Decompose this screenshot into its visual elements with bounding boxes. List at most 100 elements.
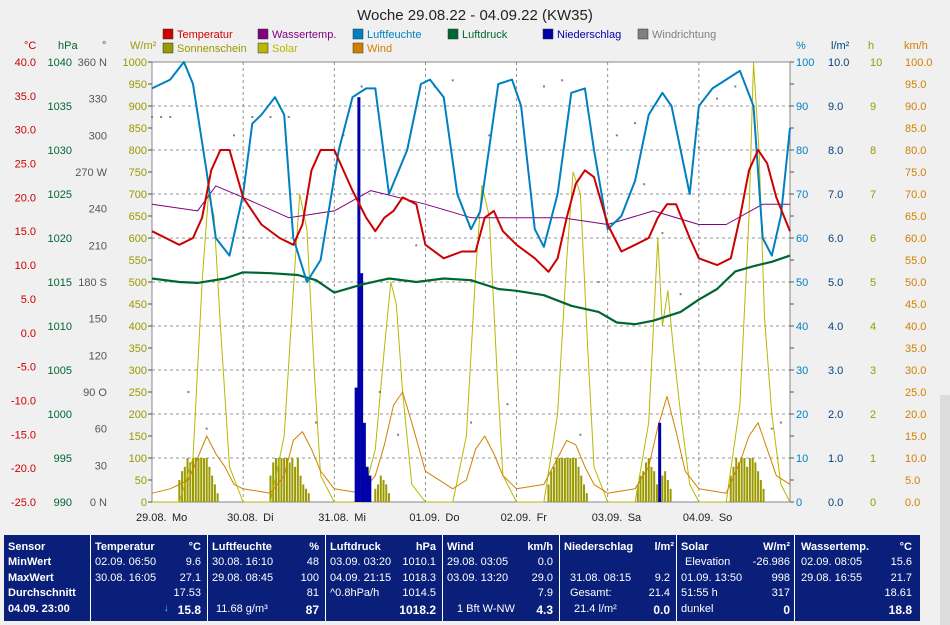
x-date-label: 04.09. [683,512,714,524]
sonnenschein-bar [743,458,746,502]
sonnenschein-bar [552,466,555,502]
axis-unit-label: % [796,40,806,52]
axis-tick-label: 400 [129,321,147,333]
sonnenschein-bar [585,493,588,502]
sonnenschein-bar [387,493,390,502]
axis-tick-label: -10.0 [11,395,36,407]
axis-tick-label: 3 [870,365,876,377]
water-temp-min-value: 15.6 [890,556,912,568]
axis-unit-label: hPa [58,40,78,52]
sonnenschein-bar [757,471,760,502]
humidity-max-time: 29.08. 08:45 [212,572,274,584]
axis-tick-label: 50 [135,475,147,487]
sonnenschein-bar [572,458,575,502]
axis-tick-label: 30 [95,460,107,472]
sonnenschein-bar [194,458,197,502]
sonnenschein-bar [200,458,203,502]
solar-unit: W/m² [763,541,790,553]
sonnenschein-bar [274,458,277,502]
axis-tick-label: 0.0 [21,328,36,340]
axis-tick-label: 1025 [48,189,72,201]
axis-tick-label: 450 [129,299,147,311]
sonnenschein-bar [735,458,738,502]
axis-tick-label: 1005 [48,365,72,377]
temperature-average: 17.53 [173,587,201,599]
axis-tick-label: 50.0 [905,277,926,289]
sonnenschein-bar [192,458,195,502]
windrichtung-point [679,293,682,296]
axis-tick-label: 180 S [78,277,107,289]
axis-tick-label: 1000 [48,409,72,421]
humidity-header: Luftfeuchte [212,541,272,553]
axis-tick-label: 0 [870,497,876,509]
vertical-scrollbar[interactable] [940,395,950,625]
column-divider [207,535,208,621]
axis-tick-label: 60 [796,233,808,245]
axis-tick-label: 300 [129,365,147,377]
axis-tick-label: 120 [89,350,107,362]
windrichtung-point [542,85,545,88]
axis-tick-label: -15.0 [11,429,36,441]
legend-swatch [352,28,364,40]
axis-tick-label: 350 [129,343,147,355]
sonnenschein-bar [208,466,211,502]
sonnenschein-bar [307,493,310,502]
temperature-column: Temperatur °C 02.09. 06:50 9.6 30.08. 16… [91,535,207,621]
sonnenschein-bar [296,458,299,502]
sonnenschein-bar [181,471,184,502]
sonnenschein-bar [211,475,214,502]
sonnenschein-bar [550,471,553,502]
legend-label: Temperatur [177,29,233,41]
sonnenschein-bar [636,484,639,502]
sonnenschein-bar [294,466,297,502]
axis-tick-label: 6.0 [828,233,843,245]
axis-tick-label: -25.0 [11,497,36,509]
axis-tick-label: 45.0 [905,299,926,311]
x-date-label: 02.09. [501,512,532,524]
rain-rate: 21.4 l/m² [574,603,617,615]
sonnenschein-bar [302,484,305,502]
pressure-min-value: 1010.1 [402,556,436,568]
solar-current: 0 [783,603,790,617]
axis-tick-label: 75.0 [905,167,926,179]
axis-tick-label: 10 [796,453,808,465]
x-date-label: 03.09. [592,512,623,524]
axis-tick-label: 90.0 [905,101,926,113]
axis-tick-label: 1035 [48,101,72,113]
sonnenschein-bar [583,484,586,502]
axis-tick-label: 4 [870,321,876,333]
column-divider [676,535,677,621]
niederschlag-bar [354,387,358,502]
wind-min-time: 29.08. 03:05 [447,556,509,568]
windrichtung-point [415,244,418,247]
wind-min-value: 0.0 [537,556,553,568]
x-date-label: 01.09. [409,512,440,524]
sonnenschein-bar [666,480,669,502]
solar-state: dunkel [681,603,714,615]
legend-label: Luftfeuchte [367,29,421,41]
axis-tick-label: 9.0 [828,101,843,113]
luftdruck-line [151,254,791,326]
axis-tick-label: 80.0 [905,145,926,157]
axis-tick-label: 25.0 [905,387,926,399]
axis-tick-label: 3.0 [828,365,843,377]
windrichtung-point [634,122,637,125]
water-temp-max-value: 21.7 [890,572,912,584]
temperature-min-time: 02.09. 06:50 [95,556,157,568]
sonnenschein-bar [305,488,308,502]
sonnenschein-bar [669,488,672,502]
sonnenschein-bar [647,458,650,502]
axis-tick-label: 500 [129,277,147,289]
axis-tick-label: 40.0 [15,57,36,69]
axis-tick-label: 40.0 [905,321,926,333]
windrichtung-point [470,421,472,424]
axis-tick-label: 65.0 [905,211,926,223]
axis-tick-label: 2.0 [828,409,843,421]
weather-chart: Woche 29.08.22 - 04.09.22 (KW35) Temperat… [11,7,933,524]
sonnenschein-bar [288,462,291,502]
sonnenschein-bar [202,458,205,502]
legend-swatch [637,28,649,40]
axis-tick-label: 40 [796,321,808,333]
axis-tick-label: 210 [89,240,107,252]
axis-tick-label: 80 [796,145,808,157]
